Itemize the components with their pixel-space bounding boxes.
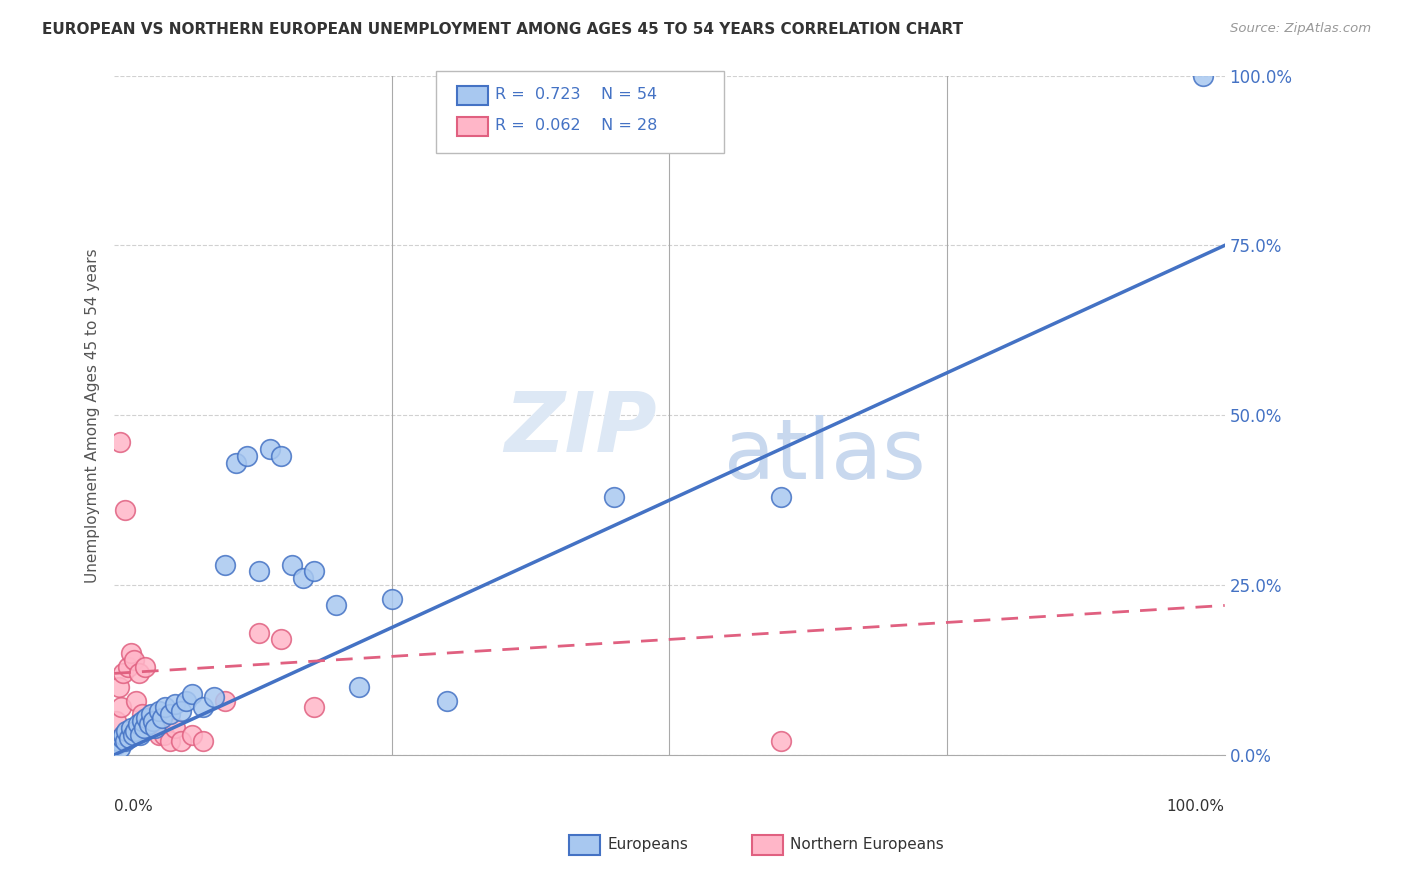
- Point: [291, 571, 314, 585]
- Point: [117, 731, 139, 745]
- Point: [181, 727, 204, 741]
- Point: [148, 727, 170, 741]
- Text: Europeans: Europeans: [607, 838, 689, 852]
- Point: [111, 731, 134, 745]
- Point: [107, 680, 129, 694]
- Point: [134, 659, 156, 673]
- Point: [325, 599, 347, 613]
- Point: [769, 490, 792, 504]
- Point: [281, 558, 304, 572]
- Point: [270, 449, 292, 463]
- Point: [124, 724, 146, 739]
- Point: [214, 558, 236, 572]
- Point: [142, 714, 165, 728]
- Point: [108, 741, 131, 756]
- Text: R =  0.062    N = 28: R = 0.062 N = 28: [495, 119, 657, 133]
- Point: [131, 707, 153, 722]
- Point: [170, 734, 193, 748]
- Point: [170, 704, 193, 718]
- Point: [115, 724, 138, 739]
- Point: [143, 721, 166, 735]
- Point: [136, 721, 159, 735]
- Point: [236, 449, 259, 463]
- Text: 0.0%: 0.0%: [114, 799, 153, 814]
- Text: Source: ZipAtlas.com: Source: ZipAtlas.com: [1230, 22, 1371, 36]
- Point: [381, 591, 404, 606]
- Point: [436, 693, 458, 707]
- Point: [122, 653, 145, 667]
- Point: [105, 738, 128, 752]
- Point: [117, 659, 139, 673]
- Point: [270, 632, 292, 647]
- Point: [202, 690, 225, 705]
- Point: [112, 666, 135, 681]
- Text: EUROPEAN VS NORTHERN EUROPEAN UNEMPLOYMENT AMONG AGES 45 TO 54 YEARS CORRELATION: EUROPEAN VS NORTHERN EUROPEAN UNEMPLOYME…: [42, 22, 963, 37]
- Point: [128, 666, 150, 681]
- Point: [134, 721, 156, 735]
- Point: [302, 700, 325, 714]
- Y-axis label: Unemployment Among Ages 45 to 54 years: Unemployment Among Ages 45 to 54 years: [86, 248, 100, 582]
- Text: R =  0.723    N = 54: R = 0.723 N = 54: [495, 87, 657, 102]
- Point: [107, 734, 129, 748]
- Point: [214, 693, 236, 707]
- Point: [135, 710, 157, 724]
- Point: [112, 727, 135, 741]
- Point: [159, 734, 181, 748]
- Point: [247, 565, 270, 579]
- Text: Northern Europeans: Northern Europeans: [790, 838, 943, 852]
- Point: [259, 442, 281, 457]
- Text: ZIP: ZIP: [505, 388, 657, 469]
- Text: 100.0%: 100.0%: [1167, 799, 1225, 814]
- Point: [114, 503, 136, 517]
- Point: [127, 717, 149, 731]
- Point: [347, 680, 370, 694]
- Point: [142, 714, 165, 728]
- Point: [148, 704, 170, 718]
- Text: atlas: atlas: [724, 416, 925, 497]
- Point: [138, 717, 160, 731]
- Point: [153, 727, 176, 741]
- Point: [181, 687, 204, 701]
- Point: [122, 727, 145, 741]
- Point: [114, 734, 136, 748]
- Point: [176, 693, 198, 707]
- Point: [1191, 69, 1213, 83]
- Point: [191, 734, 214, 748]
- Point: [128, 727, 150, 741]
- Point: [110, 700, 132, 714]
- Point: [139, 707, 162, 722]
- Point: [150, 710, 173, 724]
- Point: [120, 721, 142, 735]
- Point: [165, 721, 187, 735]
- Point: [225, 456, 247, 470]
- Point: [165, 697, 187, 711]
- Point: [131, 714, 153, 728]
- Point: [302, 565, 325, 579]
- Point: [159, 707, 181, 722]
- Point: [191, 700, 214, 714]
- Point: [247, 625, 270, 640]
- Point: [769, 734, 792, 748]
- Point: [603, 490, 626, 504]
- Point: [120, 646, 142, 660]
- Point: [105, 714, 128, 728]
- Point: [108, 435, 131, 450]
- Point: [125, 693, 148, 707]
- Point: [155, 700, 177, 714]
